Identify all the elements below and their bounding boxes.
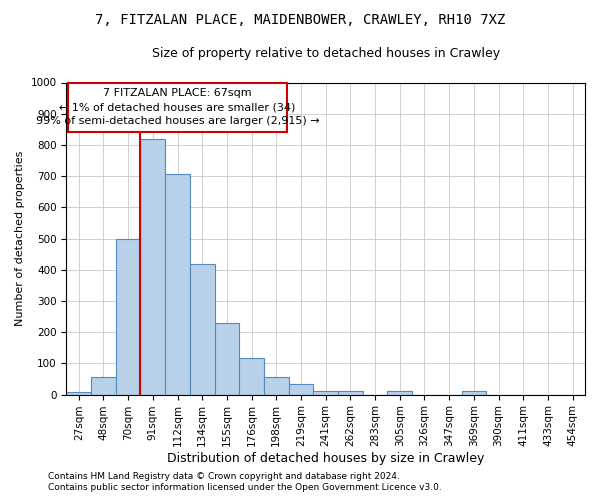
Bar (116, 238, 140, 394)
Y-axis label: Number of detached properties: Number of detached properties (15, 151, 25, 326)
Text: 7 FITZALAN PLACE: 67sqm
← 1% of detached houses are smaller (34)
99% of semi-det: 7 FITZALAN PLACE: 67sqm ← 1% of detached… (36, 88, 319, 126)
Bar (140, 140, 165, 394)
Text: 7, FITZALAN PLACE, MAIDENBOWER, CRAWLEY, RH10 7XZ: 7, FITZALAN PLACE, MAIDENBOWER, CRAWLEY,… (95, 12, 505, 26)
Bar (313, 392, 338, 394)
FancyBboxPatch shape (68, 82, 287, 132)
Bar (91, 377, 116, 394)
Bar (264, 377, 289, 394)
Bar (338, 392, 363, 394)
Bar (461, 392, 486, 394)
Title: Size of property relative to detached houses in Crawley: Size of property relative to detached ho… (152, 48, 500, 60)
Bar (165, 174, 190, 394)
Bar (388, 392, 412, 394)
Bar (67, 392, 91, 394)
X-axis label: Distribution of detached houses by size in Crawley: Distribution of detached houses by size … (167, 452, 484, 465)
Bar (190, 264, 215, 394)
Bar (215, 324, 239, 394)
Bar (289, 384, 313, 394)
Bar (239, 358, 264, 395)
Text: Contains HM Land Registry data © Crown copyright and database right 2024.
Contai: Contains HM Land Registry data © Crown c… (48, 472, 442, 492)
